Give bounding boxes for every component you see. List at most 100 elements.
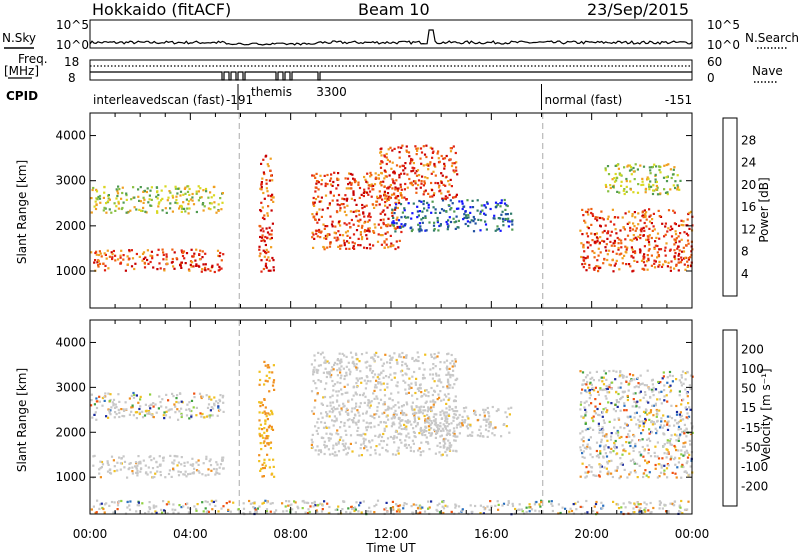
range-cell — [316, 432, 319, 435]
range-cell — [660, 390, 663, 393]
range-cell — [641, 267, 644, 270]
range-cell — [654, 260, 657, 263]
range-cell — [362, 191, 365, 194]
range-cell — [669, 390, 672, 394]
range-cell — [610, 244, 613, 247]
range-cell — [642, 472, 646, 475]
range-cell — [196, 503, 199, 506]
range-cell — [273, 475, 276, 478]
range-cell — [599, 452, 602, 455]
range-cell — [404, 388, 407, 391]
range-cell — [122, 254, 125, 257]
range-cell — [113, 416, 116, 419]
range-cell — [152, 504, 155, 507]
range-cell — [266, 380, 269, 383]
range-cell — [393, 376, 396, 379]
range-cell — [330, 433, 333, 436]
x-tick-label: 12:00 — [374, 527, 409, 541]
colorbar-tick-label: -15 — [741, 421, 761, 435]
range-cell — [452, 217, 455, 220]
range-cell — [180, 204, 183, 207]
range-cell — [381, 210, 384, 214]
range-cell — [438, 378, 441, 381]
range-cell — [331, 419, 334, 422]
range-cell — [626, 476, 629, 479]
range-cell — [418, 174, 421, 177]
range-cell — [492, 217, 495, 220]
range-cell — [381, 161, 384, 164]
range-cell — [175, 257, 178, 260]
range-cell — [650, 379, 654, 382]
range-cell — [104, 392, 107, 395]
range-cell — [435, 508, 438, 511]
range-cell — [335, 442, 338, 445]
range-cell — [636, 462, 639, 465]
nave-tick-bottom: 0 — [707, 71, 715, 85]
range-cell — [392, 181, 395, 184]
range-cell — [401, 351, 404, 355]
range-cell — [393, 423, 396, 426]
range-cell — [143, 266, 147, 269]
range-cell — [665, 394, 668, 397]
range-cell — [347, 507, 350, 510]
range-cell — [419, 186, 422, 189]
range-cell — [474, 410, 477, 413]
range-cell — [352, 417, 356, 420]
range-cell — [349, 236, 352, 239]
range-cell — [429, 368, 432, 371]
range-cell — [640, 183, 643, 187]
range-cell — [349, 442, 352, 445]
range-cell — [624, 506, 627, 509]
range-cell — [650, 236, 653, 240]
range-cell — [680, 403, 683, 406]
range-cell — [624, 422, 627, 425]
range-cell — [465, 425, 468, 428]
range-cell — [397, 406, 401, 409]
range-cell — [657, 265, 660, 268]
range-cell — [428, 221, 431, 224]
range-cell — [638, 420, 641, 423]
range-cell — [655, 180, 658, 183]
range-cell — [607, 470, 610, 473]
range-cell — [683, 257, 686, 260]
range-cell — [421, 362, 424, 365]
range-cell — [272, 465, 275, 468]
range-cell — [369, 184, 372, 187]
range-cell — [384, 197, 387, 200]
range-cell — [261, 434, 264, 437]
range-cell — [674, 180, 677, 183]
range-cell — [397, 508, 400, 511]
range-cell — [673, 222, 676, 225]
range-cell — [447, 204, 450, 207]
range-cell — [399, 192, 402, 195]
range-cell — [365, 426, 368, 429]
range-cell — [686, 260, 689, 263]
range-cell — [152, 416, 155, 419]
range-cell — [416, 507, 420, 510]
range-cell — [112, 511, 115, 514]
range-cell — [504, 217, 507, 221]
range-cell — [572, 503, 575, 506]
range-cell — [396, 216, 399, 219]
range-cell — [606, 232, 609, 235]
range-cell — [621, 395, 624, 398]
range-cell — [595, 441, 599, 444]
range-cell — [597, 267, 601, 270]
range-cell — [642, 234, 645, 237]
range-cell — [394, 197, 397, 200]
range-cell — [599, 466, 602, 469]
range-cell — [644, 411, 647, 414]
range-cell — [222, 394, 225, 397]
range-cell — [674, 456, 677, 459]
range-cell — [380, 171, 383, 175]
range-cell — [450, 207, 453, 210]
counts-right-tick-bottom: 10^0 — [707, 38, 740, 52]
cpid-label: CPID — [6, 89, 38, 103]
range-cell — [174, 455, 177, 458]
range-cell — [650, 431, 654, 434]
range-cell — [677, 258, 680, 261]
range-cell — [395, 218, 398, 221]
range-cell — [581, 233, 584, 236]
range-cell — [136, 411, 139, 414]
range-cell — [451, 386, 454, 389]
